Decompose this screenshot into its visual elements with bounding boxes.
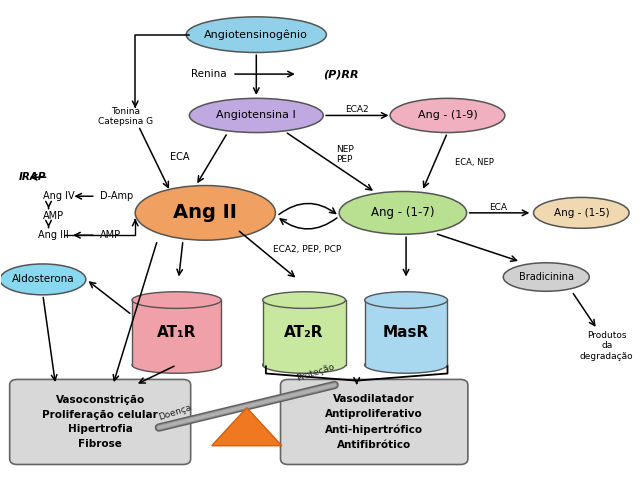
Text: Aldosterona: Aldosterona bbox=[12, 274, 74, 284]
Ellipse shape bbox=[132, 292, 221, 308]
Ellipse shape bbox=[503, 263, 589, 291]
Ellipse shape bbox=[534, 197, 629, 228]
FancyBboxPatch shape bbox=[10, 380, 191, 465]
Text: Vasoconstrição
Proliferação celular
Hipertrofia
Fibrose: Vasoconstrição Proliferação celular Hipe… bbox=[42, 395, 158, 449]
Ellipse shape bbox=[135, 185, 275, 240]
Text: ECA2: ECA2 bbox=[345, 105, 369, 114]
Text: Vasodilatador
Antiproliferativo
Anti-hipertrófico
Antifibrótico: Vasodilatador Antiproliferativo Anti-hip… bbox=[325, 394, 423, 450]
Text: ECA: ECA bbox=[489, 203, 507, 212]
Text: AMP: AMP bbox=[100, 230, 121, 240]
Text: MasR: MasR bbox=[383, 325, 429, 340]
Text: AT₂R: AT₂R bbox=[284, 325, 324, 340]
Text: AT₁R: AT₁R bbox=[157, 325, 196, 340]
Text: ECA: ECA bbox=[170, 152, 189, 162]
Text: Produtos
da
degradação: Produtos da degradação bbox=[580, 331, 634, 361]
Ellipse shape bbox=[132, 357, 221, 373]
Text: ECA, NEP: ECA, NEP bbox=[455, 159, 494, 167]
Text: Ang IV: Ang IV bbox=[43, 191, 74, 201]
Text: Ang - (1-9): Ang - (1-9) bbox=[417, 110, 478, 120]
Text: D-Amp: D-Amp bbox=[100, 191, 134, 201]
Text: Ang - (1-5): Ang - (1-5) bbox=[553, 208, 609, 218]
Bar bbox=[365, 300, 447, 365]
Text: Ang III: Ang III bbox=[39, 230, 69, 240]
Text: Tonina
Catepsina G: Tonina Catepsina G bbox=[98, 107, 153, 126]
Ellipse shape bbox=[263, 292, 345, 308]
Text: (P)RR: (P)RR bbox=[323, 69, 359, 79]
Ellipse shape bbox=[0, 264, 86, 295]
Ellipse shape bbox=[189, 98, 323, 132]
Text: Ang - (1-7): Ang - (1-7) bbox=[371, 206, 435, 219]
Text: ECA2, PEP, PCP: ECA2, PEP, PCP bbox=[273, 245, 342, 254]
Text: IRAP: IRAP bbox=[19, 172, 46, 182]
Text: NEP
PEP: NEP PEP bbox=[336, 145, 354, 164]
Polygon shape bbox=[212, 408, 282, 445]
Ellipse shape bbox=[390, 98, 505, 132]
Text: Angiotensina I: Angiotensina I bbox=[216, 110, 296, 120]
Text: AMP: AMP bbox=[43, 211, 64, 221]
Bar bbox=[132, 300, 221, 365]
Ellipse shape bbox=[365, 357, 447, 373]
Ellipse shape bbox=[365, 292, 447, 308]
Ellipse shape bbox=[263, 357, 345, 373]
Text: Ang II: Ang II bbox=[173, 203, 238, 222]
Text: Bradicinina: Bradicinina bbox=[519, 272, 574, 282]
Ellipse shape bbox=[186, 17, 326, 53]
Text: Angiotensinogênio: Angiotensinogênio bbox=[204, 30, 308, 40]
Text: Doença: Doença bbox=[157, 403, 193, 422]
Text: Renina: Renina bbox=[191, 69, 227, 79]
FancyBboxPatch shape bbox=[281, 380, 468, 465]
Bar bbox=[263, 300, 345, 365]
Text: Proteção: Proteção bbox=[295, 362, 336, 382]
Ellipse shape bbox=[339, 192, 467, 234]
